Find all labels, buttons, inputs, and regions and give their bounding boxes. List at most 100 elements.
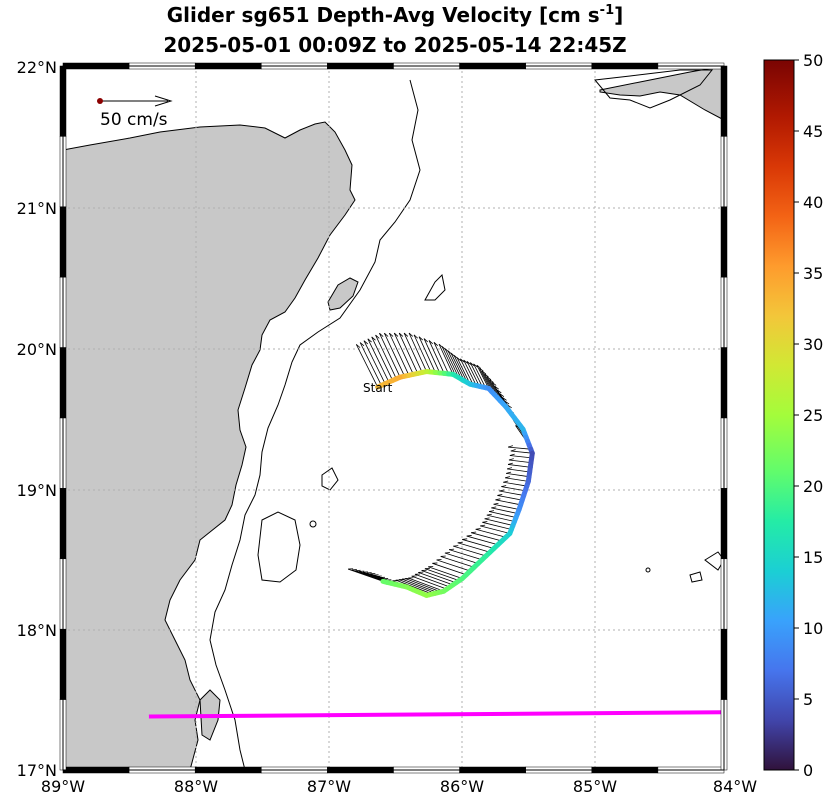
velocity-arrow-head <box>508 458 514 461</box>
velocity-arrow-head <box>505 476 511 479</box>
velocity-arrow-head <box>457 541 463 544</box>
velocity-arrow <box>403 332 423 373</box>
velocity-arrow <box>501 486 526 492</box>
velocity-arrow <box>505 477 529 482</box>
velocity-arrow-head <box>509 453 515 456</box>
velocity-arrow <box>438 343 454 375</box>
velocity-arrow-head <box>367 338 372 343</box>
lon-tick: 87°W <box>307 777 351 796</box>
velocity-arrow <box>411 575 447 590</box>
lon-tick: 84°W <box>713 777 757 796</box>
lat-tick: 19°N <box>17 481 57 500</box>
velocity-arrow <box>497 495 523 501</box>
velocity-arrow <box>444 348 460 378</box>
velocity-arrow-head <box>356 344 361 348</box>
lat-tick: 17°N <box>17 761 57 780</box>
velocity-arrow-head <box>484 517 490 520</box>
velocity-arrow-head <box>497 493 503 496</box>
velocity-arrow <box>424 568 460 582</box>
scale-arrow-origin <box>97 98 103 104</box>
velocity-arrow-head <box>499 489 505 492</box>
velocity-arrow <box>460 358 474 386</box>
velocity-arrow-head <box>488 510 495 512</box>
velocity-arrow <box>418 336 436 373</box>
velocity-arrow <box>418 571 454 586</box>
velocity-arrow-head <box>503 480 509 483</box>
land-cozumel <box>327 277 359 311</box>
velocity-arrow <box>393 332 414 375</box>
velocity-arrow <box>414 573 451 588</box>
lon-tick: 88°W <box>174 777 218 796</box>
velocity-arrow <box>484 518 514 526</box>
lat-tick: 21°N <box>17 199 57 218</box>
velocity-arrow <box>388 332 410 376</box>
velocity-arrow <box>347 568 384 582</box>
colorbar-tick-label: 50 <box>803 51 823 70</box>
velocity-arrow-head <box>497 389 502 394</box>
velocity-arrow-head <box>413 334 419 339</box>
lon-tick: 89°W <box>41 777 85 796</box>
velocity-arrow-head <box>501 485 507 488</box>
map-area: 50 cm/s Start <box>63 66 724 770</box>
velocity-arrow-head <box>423 338 428 343</box>
velocity-arrow-head <box>507 445 513 448</box>
velocity-arrow-head <box>456 357 462 362</box>
velocity-arrow-head <box>510 449 516 452</box>
velocity-arrow <box>421 570 457 584</box>
velocity-arrow <box>363 340 386 384</box>
velocity-arrow-head <box>393 332 399 337</box>
velocity-arrow-head <box>398 332 404 337</box>
velocity-arrow <box>428 340 445 374</box>
velocity-arrow <box>486 514 515 522</box>
land-cuba <box>599 66 724 121</box>
velocity-arrow <box>476 364 490 389</box>
velocity-arrow <box>457 542 491 553</box>
velocity-arrow-head <box>479 367 484 372</box>
velocity-arrow-head <box>408 332 414 337</box>
velocity-arrow-head <box>460 358 465 363</box>
velocity-arrow <box>379 333 401 378</box>
velocity-arrow-head <box>466 535 472 537</box>
velocity-arrow <box>463 359 477 386</box>
chart-title-line2: 2025-05-01 00:09Z to 2025-05-14 22:45Z <box>163 33 626 57</box>
velocity-arrow <box>466 361 480 387</box>
velocity-arrow <box>506 472 530 478</box>
velocity-arrow <box>508 459 532 463</box>
velocity-arrow <box>475 528 506 538</box>
velocity-arrow <box>441 346 457 377</box>
velocity-arrow <box>398 579 436 594</box>
colorbar-tick-label: 30 <box>803 335 823 354</box>
velocity-arrow-head <box>363 340 369 345</box>
velocity-arrow <box>413 334 432 373</box>
scale-label: 50 cm/s <box>100 110 168 130</box>
velocity-arrow-head <box>494 385 499 390</box>
lat-tick: 20°N <box>17 340 57 359</box>
velocity-arrow-head <box>480 524 486 527</box>
velocity-arrow <box>453 545 487 557</box>
velocity-arrow <box>488 511 517 518</box>
velocity-arrow-head <box>486 513 492 516</box>
velocity-arrow-head <box>462 538 468 540</box>
section-line <box>148 710 724 719</box>
colorbar-tick-label: 25 <box>803 406 823 425</box>
velocity-arrow-head <box>506 467 513 470</box>
start-label: Start <box>363 381 393 395</box>
velocity-arrow <box>440 556 475 568</box>
velocity-arrow-head <box>379 332 384 337</box>
velocity-arrow <box>367 338 390 383</box>
velocity-arrow-head <box>403 332 409 337</box>
velocity-arrow <box>469 362 483 388</box>
velocity-arrow <box>444 552 479 564</box>
velocity-arrow <box>450 352 465 382</box>
lat-tick: 18°N <box>17 621 57 640</box>
velocity-arrow <box>355 344 378 388</box>
velocity-arrow <box>473 363 486 388</box>
section-line-path <box>148 710 724 719</box>
glider-track <box>375 369 535 598</box>
velocity-arrow-head <box>481 370 487 375</box>
velocity-arrow <box>466 535 499 546</box>
velocity-arrow-head <box>475 528 481 530</box>
velocity-arrow <box>395 579 433 595</box>
colorbar-tick-label: 5 <box>803 690 813 709</box>
velocity-arrow-head <box>371 336 376 341</box>
